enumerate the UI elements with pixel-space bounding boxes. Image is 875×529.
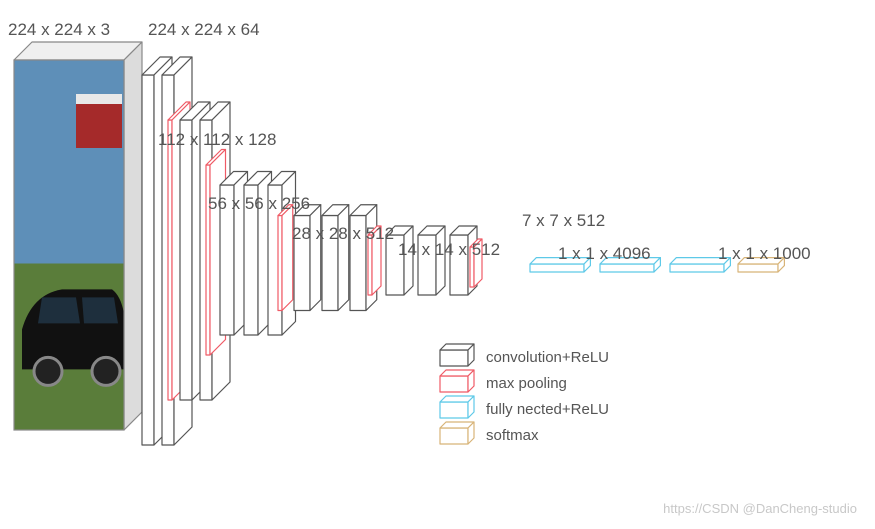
watermark: https://CSDN @DanCheng-studio — [663, 501, 857, 516]
legend-conv-label: convolution+ReLU — [486, 349, 609, 366]
label-conv1: 224 x 224 x 64 — [148, 20, 260, 40]
label-conv4: 28 x 28 x 512 — [292, 224, 394, 244]
label-out: 1 x 1 x 1000 — [718, 244, 811, 264]
label-conv5: 14 x 14 x 512 — [398, 240, 500, 260]
label-input: 224 x 224 x 3 — [8, 20, 110, 40]
label-fc: 1 x 1 x 4096 — [558, 244, 651, 264]
label-conv3: 56 x 56 x 256 — [208, 194, 310, 214]
diagram-root: 224 x 224 x 3 224 x 224 x 64 112 x 112 x… — [0, 0, 875, 524]
legend-fc-label: fully nected+ReLU — [486, 401, 609, 418]
legend-softmax-label: softmax — [486, 427, 539, 444]
label-conv2: 112 x 112 x 128 — [158, 130, 276, 150]
input-image — [14, 42, 142, 430]
legend-pool-label: max pooling — [486, 375, 567, 392]
label-pool5: 7 x 7 x 512 — [522, 211, 605, 231]
